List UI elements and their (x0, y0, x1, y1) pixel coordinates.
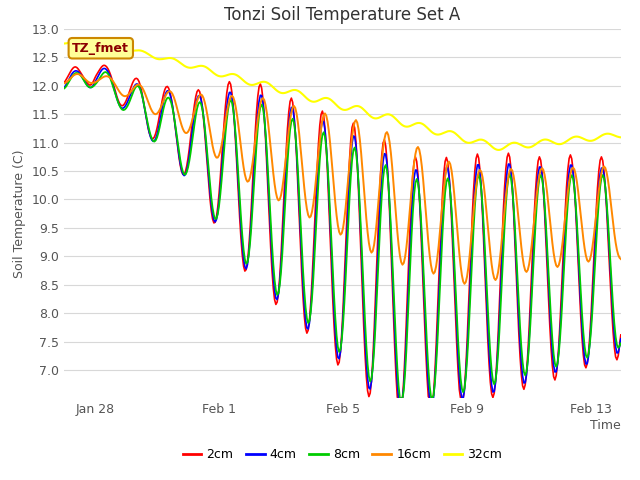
Legend: 2cm, 4cm, 8cm, 16cm, 32cm: 2cm, 4cm, 8cm, 16cm, 32cm (177, 443, 508, 466)
Y-axis label: Soil Temperature (C): Soil Temperature (C) (13, 149, 26, 278)
Title: Tonzi Soil Temperature Set A: Tonzi Soil Temperature Set A (224, 6, 461, 24)
Text: Time: Time (590, 419, 621, 432)
Text: TZ_fmet: TZ_fmet (72, 42, 129, 55)
